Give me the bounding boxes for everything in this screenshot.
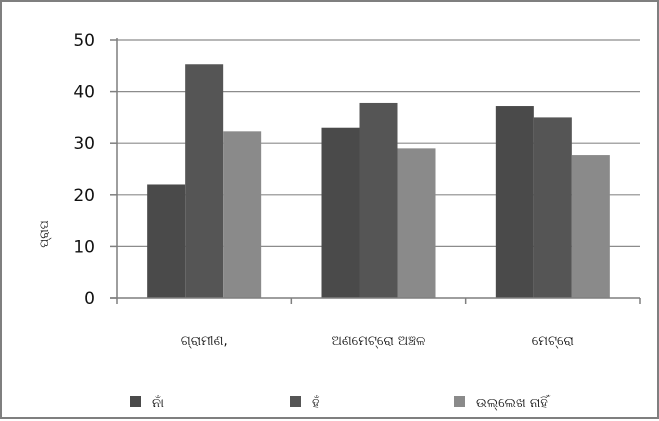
y-tick-labels: 0 10 20 30 40 50	[73, 31, 95, 309]
legend-swatch	[290, 396, 301, 407]
axes	[110, 38, 641, 304]
category-label: ମେଟ୍ରୋ	[532, 334, 574, 349]
bar-1-2	[321, 127, 360, 298]
bar-2-1	[185, 64, 224, 298]
legend-label: ନାଁ	[152, 395, 164, 411]
bar-2-3	[533, 117, 572, 299]
y-tick-label: 10	[73, 237, 95, 257]
legend: ନାଁ ହଁ ଉଲ୍ଲେଖ ନାହିଁ	[130, 394, 550, 411]
legend-swatch	[454, 396, 465, 407]
bar-3-3	[571, 155, 610, 298]
legend-label: ଉଲ୍ଲେଖ ନାହିଁ	[476, 394, 550, 411]
legend-swatch	[130, 396, 141, 407]
bar-3-1	[223, 131, 262, 298]
y-axis-label: ପ୍ରାପ	[37, 220, 51, 248]
y-tick-label: 50	[73, 31, 95, 51]
category-label: ଅଣମେଟ୍ରୋ ଅଞ୍ଚଳ	[332, 334, 426, 349]
bar-1-3	[495, 106, 534, 298]
bar-1-1	[147, 184, 186, 298]
bar-3-2	[397, 148, 436, 298]
y-tick-label: 40	[73, 83, 95, 103]
y-tick-label: 20	[73, 186, 95, 206]
y-tick-label: 0	[84, 289, 95, 309]
bars	[147, 64, 610, 299]
category-labels: ଗ୍ରାମୀଣ, ଅଣମେଟ୍ରୋ ଅଞ୍ଚଳ ମେଟ୍ରୋ	[181, 334, 574, 349]
legend-label: ହଁ	[312, 395, 320, 411]
y-tick-label: 30	[73, 134, 95, 154]
category-label: ଗ୍ରାମୀଣ,	[181, 334, 228, 349]
bar-2-2	[359, 102, 398, 299]
